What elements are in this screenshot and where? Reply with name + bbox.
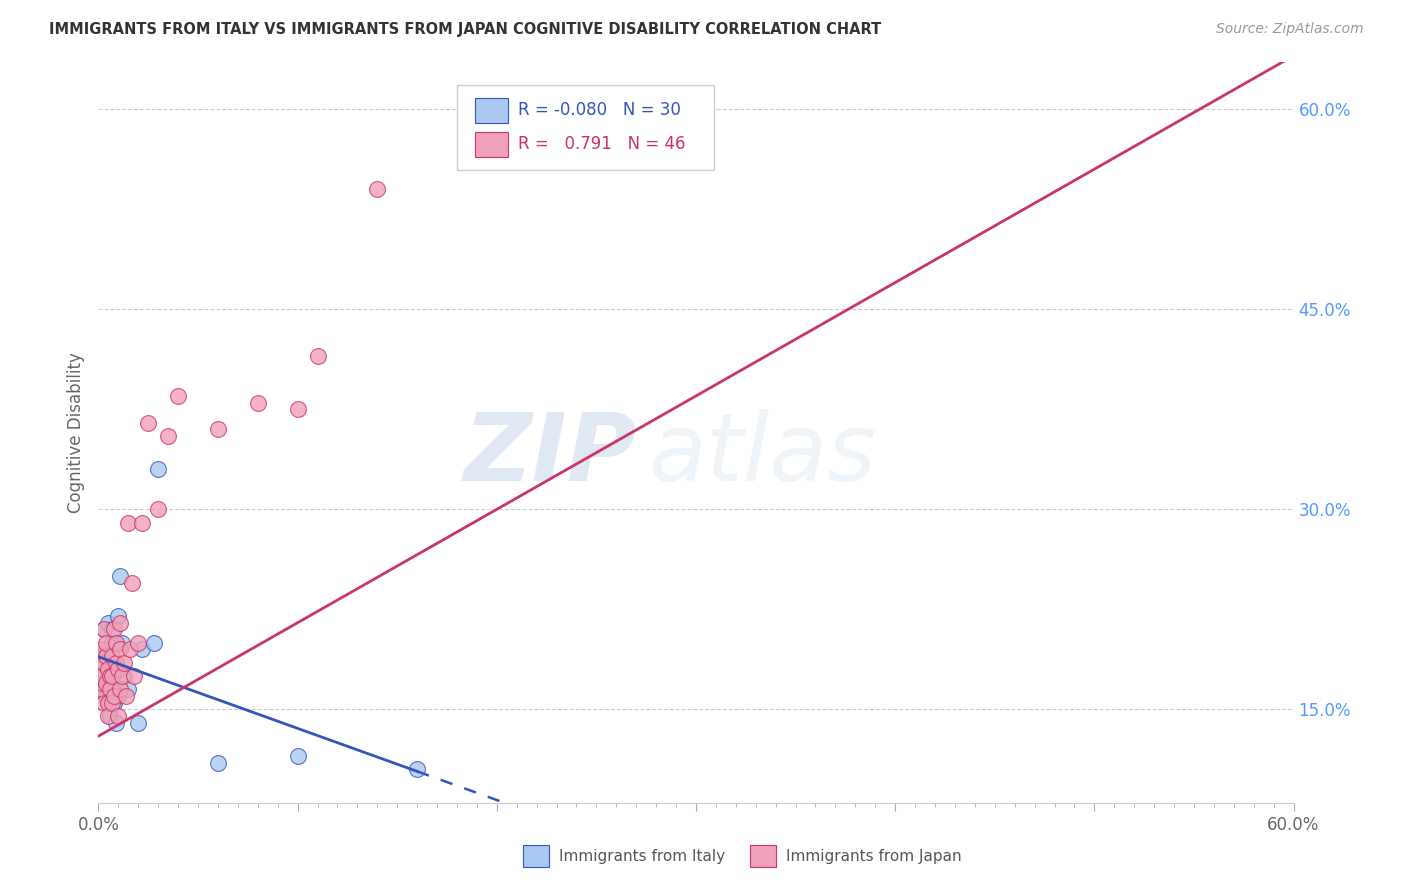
Point [121,575,143,590]
Point [107,689,129,703]
Point [307,349,329,363]
Point [98,669,122,683]
Point [98,675,122,690]
Point [96,648,118,663]
Y-axis label: Cognitive Disability: Cognitive Disability [66,352,84,513]
Point [103,662,125,676]
Point [117,682,139,697]
Point [115,689,138,703]
Point [97,662,120,676]
Point [91,669,114,683]
Point [101,623,124,637]
Point [107,662,129,676]
Point [96,636,118,650]
Point [101,648,124,663]
Point [105,636,128,650]
Point [91,662,114,676]
Point [207,756,229,770]
Text: Source: ZipAtlas.com: Source: ZipAtlas.com [1216,22,1364,37]
Point [96,642,118,657]
Text: atlas: atlas [648,409,876,500]
Point [207,422,229,436]
Point [110,682,132,697]
Point [98,682,122,697]
Point [110,642,132,657]
Point [89,656,111,670]
Text: IMMIGRANTS FROM ITALY VS IMMIGRANTS FROM JAPAN COGNITIVE DISABILITY CORRELATION : IMMIGRANTS FROM ITALY VS IMMIGRANTS FROM… [49,22,882,37]
Point [101,682,124,697]
FancyBboxPatch shape [475,98,509,122]
Point [112,669,135,683]
Point [96,689,118,703]
Point [107,609,129,624]
Point [101,669,124,683]
Point [105,715,128,730]
FancyBboxPatch shape [457,85,714,169]
Point [127,715,149,730]
Point [287,402,309,417]
Point [93,682,115,697]
Point [287,749,309,764]
Point [136,416,159,430]
Point [98,709,122,723]
Text: R = -0.080   N = 30: R = -0.080 N = 30 [517,101,681,120]
FancyBboxPatch shape [749,845,776,867]
Point [101,696,124,710]
Point [143,636,166,650]
Point [93,623,115,637]
Point [93,623,115,637]
Text: Immigrants from Italy: Immigrants from Italy [558,848,724,863]
Point [148,462,170,476]
Point [112,656,135,670]
Point [96,675,118,690]
Point [131,642,153,657]
Point [103,696,125,710]
Point [103,689,125,703]
Point [131,516,153,530]
Point [91,648,114,663]
Point [124,669,146,683]
Point [105,656,128,670]
Point [97,696,120,710]
Point [91,675,114,690]
Point [97,615,120,630]
Text: Immigrants from Japan: Immigrants from Japan [786,848,962,863]
Point [93,656,115,670]
Point [91,642,114,657]
Point [89,669,111,683]
Point [110,615,132,630]
Point [89,682,111,697]
Point [120,642,142,657]
Point [101,636,124,650]
Point [117,516,139,530]
Point [148,502,170,516]
Point [406,763,429,777]
Point [97,696,120,710]
Point [127,636,149,650]
Point [93,696,115,710]
Point [366,182,388,196]
Point [167,389,190,403]
Point [97,709,120,723]
FancyBboxPatch shape [523,845,548,867]
Text: R =   0.791   N = 46: R = 0.791 N = 46 [517,136,685,153]
Point [157,429,180,443]
Point [111,636,134,650]
Point [107,709,129,723]
Point [110,569,132,583]
FancyBboxPatch shape [475,132,509,157]
Point [246,395,269,409]
Point [103,623,125,637]
Text: ZIP: ZIP [464,409,637,500]
Point [111,669,134,683]
